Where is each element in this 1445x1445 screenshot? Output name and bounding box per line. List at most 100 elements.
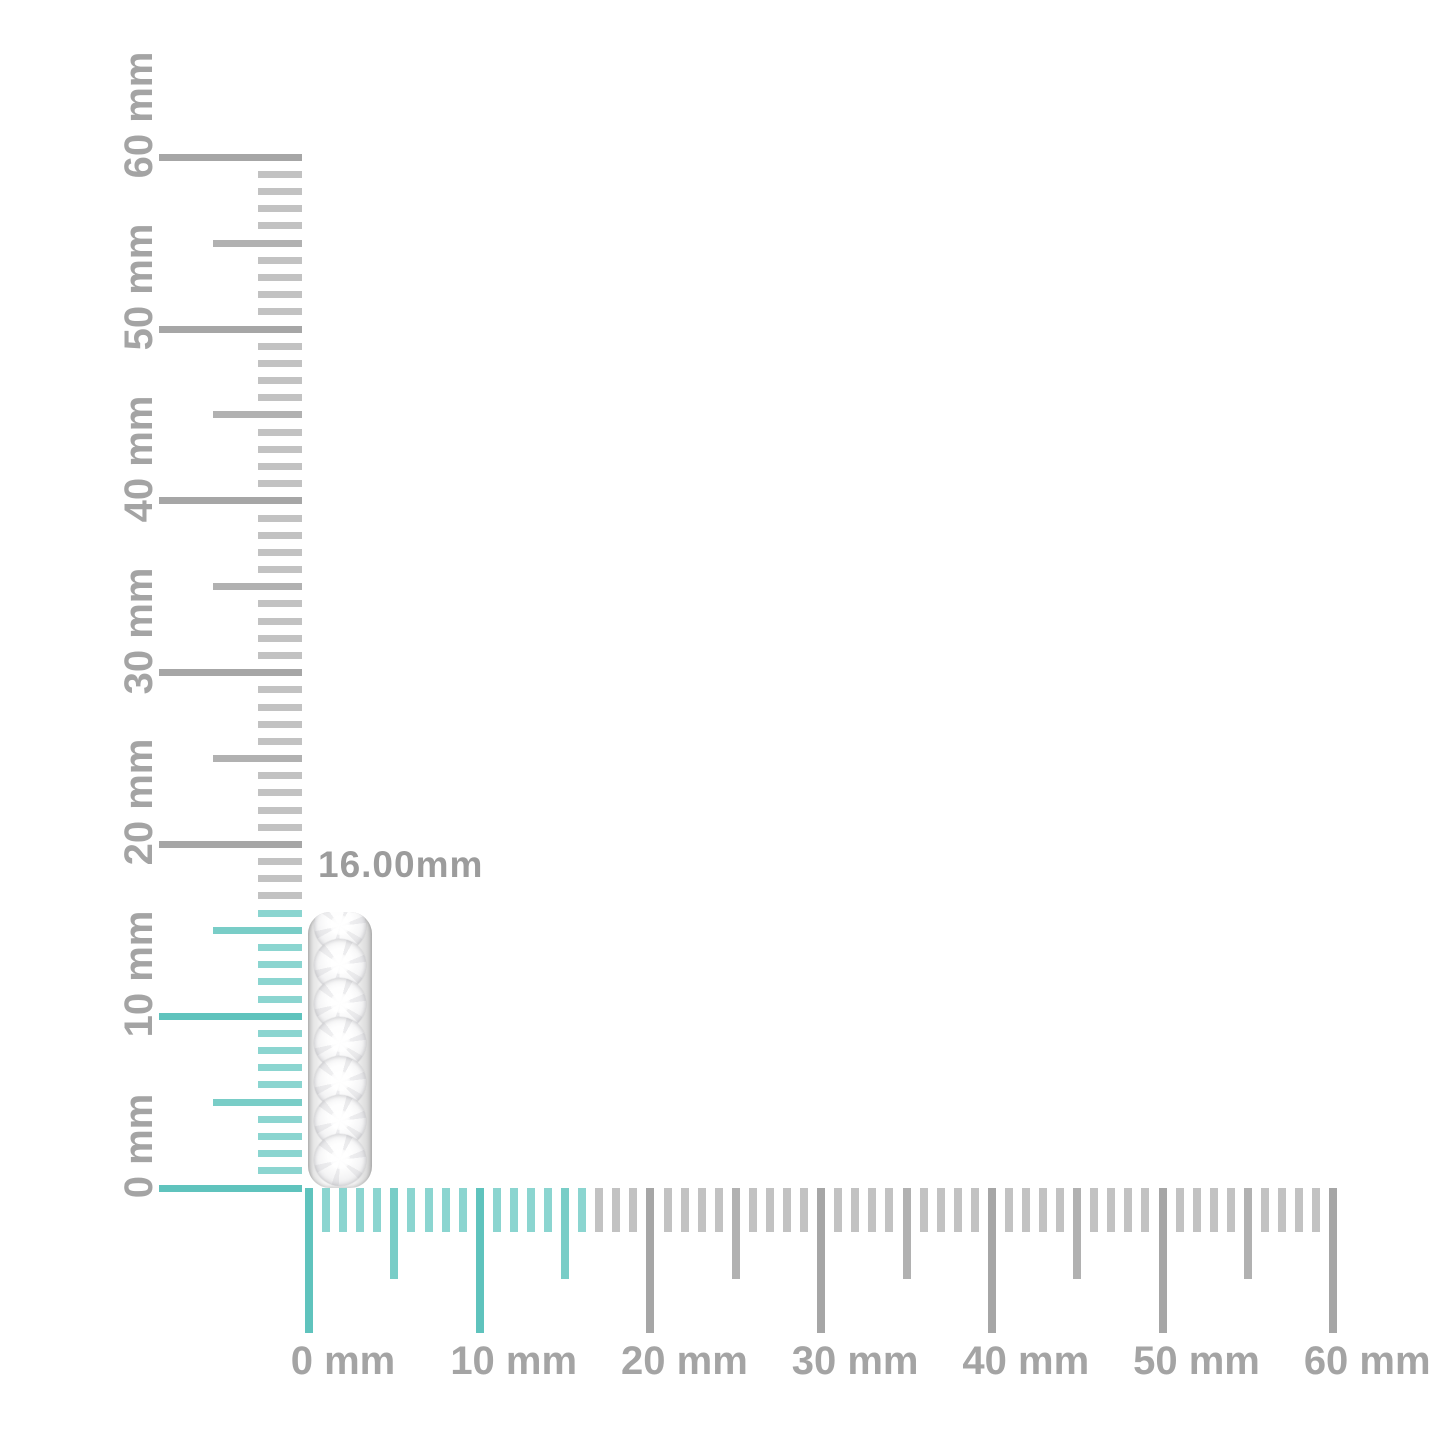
diamond-stone (314, 1134, 366, 1186)
horizontal-ruler-tick-minor (509, 1188, 518, 1232)
horizontal-ruler-tick-major (1329, 1188, 1338, 1333)
horizontal-ruler-tick-minor (595, 1188, 604, 1232)
vertical-ruler-tick-major (159, 1012, 302, 1020)
vertical-ruler-tick-minor (258, 600, 302, 608)
horizontal-ruler-tick-minor (1056, 1188, 1065, 1232)
vertical-ruler-tick-minor (258, 377, 302, 384)
horizontal-ruler-tick-minor (748, 1188, 757, 1232)
horizontal-ruler-tick-major (646, 1188, 655, 1333)
vertical-ruler-tick-minor (258, 1133, 302, 1140)
horizontal-ruler-tick-minor (526, 1188, 535, 1232)
vertical-ruler-label: 30 mm (117, 567, 161, 694)
vertical-ruler-tick-minor (258, 548, 302, 556)
vertical-ruler-tick-mid (213, 926, 302, 934)
vertical-ruler-tick-minor (258, 256, 302, 264)
horizontal-ruler-tick-minor (1226, 1188, 1235, 1232)
horizontal-ruler-label: 40 mm (962, 1339, 1090, 1383)
vertical-ruler-tick-minor (258, 806, 302, 814)
vertical-ruler-tick-minor (258, 1150, 302, 1158)
horizontal-ruler-tick-major (817, 1188, 826, 1333)
horizontal-ruler-tick-minor (373, 1188, 382, 1232)
vertical-ruler-tick-minor (258, 531, 302, 539)
vertical-ruler-tick-major (159, 325, 302, 333)
vertical-ruler-tick-minor (258, 222, 302, 230)
vertical-ruler-tick-minor (258, 342, 302, 350)
horizontal-ruler-tick-minor (1192, 1188, 1201, 1232)
vertical-ruler-tick-minor (258, 995, 302, 1003)
horizontal-ruler-tick-minor (1278, 1188, 1286, 1232)
vertical-ruler-tick-major (159, 840, 302, 848)
vertical-ruler-tick-minor (258, 823, 302, 831)
vertical-ruler-tick-minor (258, 170, 302, 178)
vertical-ruler-tick-minor (258, 1064, 302, 1072)
vertical-ruler-tick-minor (258, 617, 302, 625)
horizontal-ruler-tick-minor (851, 1188, 860, 1232)
vertical-ruler-label: 60 mm (117, 51, 161, 179)
horizontal-ruler-tick-minor (868, 1188, 877, 1232)
horizontal-ruler-tick-minor (339, 1188, 348, 1232)
vertical-ruler-tick-major (159, 669, 302, 677)
horizontal-ruler-label: 0 mm (290, 1339, 396, 1383)
vertical-ruler-label: 20 mm (117, 739, 161, 866)
vertical-ruler-tick-minor (258, 737, 302, 745)
horizontal-ruler-tick-minor (765, 1188, 774, 1232)
vertical-ruler-tick-minor (258, 514, 302, 522)
vertical-ruler-tick-minor (258, 875, 302, 883)
vertical-ruler-tick-minor (258, 428, 302, 436)
horizontal-ruler-tick-minor (1141, 1188, 1150, 1232)
vertical-ruler-tick-minor (258, 892, 302, 900)
horizontal-ruler-tick-minor (970, 1188, 979, 1232)
vertical-ruler-tick-mid (213, 755, 302, 762)
horizontal-ruler-tick-minor (458, 1188, 467, 1232)
horizontal-ruler-tick-minor (492, 1188, 501, 1232)
vertical-ruler-tick-minor (258, 291, 302, 299)
vertical-ruler-label: 10 mm (117, 910, 161, 1038)
horizontal-ruler-label: 30 mm (791, 1339, 919, 1383)
vertical-ruler-tick-minor (258, 720, 302, 728)
vertical-ruler-tick-minor (258, 205, 302, 213)
horizontal-ruler-tick-minor (953, 1188, 962, 1232)
vertical-ruler-tick-minor (258, 274, 302, 281)
vertical-ruler-tick-minor (258, 651, 302, 659)
vertical-ruler-tick-minor (258, 359, 302, 367)
vertical-ruler-tick-minor (258, 634, 302, 642)
horizontal-ruler-tick-minor (322, 1188, 331, 1232)
horizontal-ruler-label: 20 mm (621, 1339, 748, 1383)
horizontal-ruler-tick-minor (629, 1188, 638, 1232)
horizontal-ruler-tick-mid (731, 1188, 740, 1279)
horizontal-ruler-tick-minor (714, 1188, 723, 1232)
horizontal-ruler-label: 60 mm (1303, 1339, 1431, 1383)
horizontal-ruler-tick-mid (390, 1188, 399, 1279)
vertical-ruler-tick-minor (258, 978, 302, 986)
vertical-ruler-tick-minor (258, 462, 302, 470)
horizontal-ruler-tick-mid (561, 1188, 569, 1279)
vertical-ruler-tick-minor (258, 1115, 302, 1123)
horizontal-ruler-tick-major (987, 1188, 996, 1333)
horizontal-ruler-tick-minor (1260, 1188, 1269, 1232)
vertical-ruler-tick-minor (258, 686, 302, 694)
horizontal-ruler-tick-minor (1004, 1188, 1013, 1232)
horizontal-ruler-tick-major (305, 1188, 313, 1333)
horizontal-ruler-tick-minor (800, 1188, 808, 1232)
dimension-label: 16.00mm (318, 844, 484, 885)
vertical-ruler-tick-major (159, 497, 302, 505)
vertical-ruler-tick-minor (258, 308, 302, 316)
horizontal-ruler-tick-minor (885, 1188, 894, 1232)
vertical-ruler-tick-minor (258, 188, 302, 196)
vertical-ruler-tick-minor (258, 1167, 302, 1175)
diamond-pave-hoop-earring (308, 912, 372, 1188)
vertical-ruler-tick-major (159, 153, 302, 161)
horizontal-ruler-tick-mid (1243, 1188, 1252, 1279)
horizontal-ruler-tick-minor (783, 1188, 791, 1232)
vertical-ruler-tick-minor (258, 1029, 302, 1037)
vertical-ruler-tick-mid (213, 583, 302, 591)
vertical-ruler-label: 40 mm (117, 395, 161, 523)
horizontal-ruler-tick-minor (663, 1188, 672, 1232)
horizontal-ruler-tick-minor (1124, 1188, 1133, 1232)
vertical-ruler-tick-minor (258, 909, 302, 917)
vertical-ruler-tick-minor (258, 961, 302, 969)
horizontal-ruler-tick-minor (612, 1188, 621, 1232)
vertical-ruler-tick-mid (213, 411, 302, 419)
vertical-ruler-tick-minor (258, 772, 302, 780)
